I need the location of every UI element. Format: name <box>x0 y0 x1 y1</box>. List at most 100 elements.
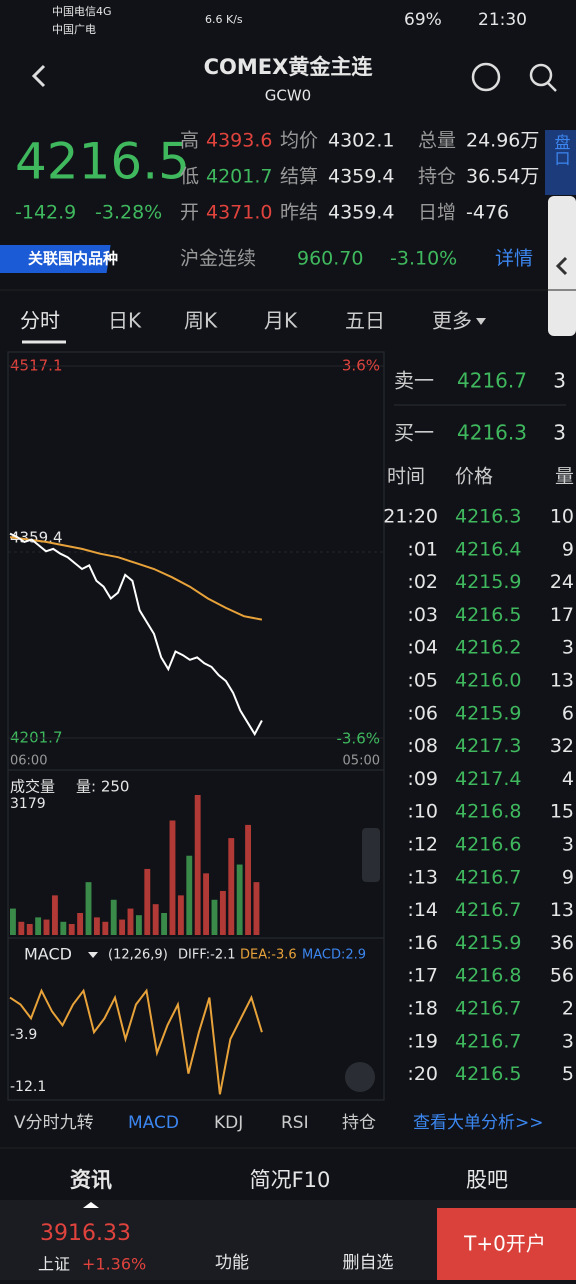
volume-bar <box>177 895 184 935</box>
volume-bar <box>26 923 33 935</box>
tab[interactable]: 更多 <box>432 309 472 333</box>
trade-qty: 13 <box>550 670 574 692</box>
trade-time: :03 <box>407 604 438 626</box>
remove: 删自选 <box>343 1253 394 1273</box>
tab[interactable]: 分时 <box>20 309 60 333</box>
tab-indicator <box>476 318 486 325</box>
volume-bar <box>102 921 109 935</box>
indicator[interactable]: RSI <box>281 1113 309 1133</box>
trade-price: 4216.8 <box>455 965 521 987</box>
time-end: 05:00 <box>343 754 380 769</box>
stat-value: 4302.1 <box>328 130 394 152</box>
trade-qty: 24 <box>550 571 574 593</box>
volume-bar <box>18 921 25 935</box>
volume-bar <box>236 864 243 935</box>
volume-bar <box>68 923 75 935</box>
volume-bar <box>161 912 168 935</box>
volume-bar <box>203 873 210 935</box>
bottom-tab[interactable]: 股吧 <box>466 1168 508 1192</box>
trade-time: :06 <box>407 702 438 724</box>
trade-qty: 56 <box>550 965 574 987</box>
trade-price: 4215.9 <box>455 932 521 954</box>
trade-price: 4216.8 <box>455 801 521 823</box>
bottom-tab[interactable]: 资讯 <box>70 1168 112 1192</box>
indicator[interactable]: MACD <box>128 1113 179 1133</box>
open: T+0开户 <box>463 1232 546 1256</box>
tab[interactable]: 五日 <box>345 309 385 333</box>
diff: DIFF:-2.1 <box>178 948 236 963</box>
indicator[interactable]: 查看大单分析>> <box>413 1113 544 1133</box>
tab[interactable]: 周K <box>184 309 218 333</box>
ob-label: 卖一 <box>394 369 434 393</box>
clock: 21:30 <box>478 10 527 30</box>
trade-price: 4216.7 <box>455 1030 521 1052</box>
stat-label: 结算 <box>280 166 318 188</box>
trade-qty: 10 <box>550 506 574 528</box>
trade-time: :20 <box>407 1063 438 1085</box>
bottom-tab[interactable]: 简况F10 <box>250 1168 331 1192</box>
trade-time: :04 <box>407 637 438 659</box>
stat-label: 总量 <box>418 130 456 152</box>
stat-value: 24.96万 <box>466 130 539 152</box>
trade-qty: 4 <box>562 768 574 790</box>
trade-qty: 9 <box>562 538 574 560</box>
macd-tick: -3.9 <box>10 1027 37 1043</box>
stat-value: 36.54万 <box>466 166 539 188</box>
trade-qty: 3 <box>562 637 574 659</box>
ob-head: 价格 <box>455 466 493 488</box>
trade-time: :10 <box>407 801 438 823</box>
pct-top: 3.6% <box>342 357 380 375</box>
trade-time: :16 <box>407 932 438 954</box>
trade-time: :02 <box>407 571 438 593</box>
trade-price: 4216.5 <box>455 604 521 626</box>
price: 4216.5 <box>15 133 190 191</box>
volume-bar <box>110 899 117 935</box>
stat-label: 开 <box>180 202 199 224</box>
trade-time: :13 <box>407 866 438 888</box>
trade-qty: 13 <box>550 899 574 921</box>
trade-price: 4216.4 <box>455 538 521 560</box>
avg-line <box>9 536 263 621</box>
stat-label: 日增 <box>418 202 456 224</box>
stat-value: 4359.4 <box>328 202 394 224</box>
indicator[interactable]: 持仓 <box>342 1113 376 1133</box>
trade-qty: 6 <box>562 702 574 724</box>
stat-label: 均价 <box>280 130 318 152</box>
trade-time: :09 <box>407 768 438 790</box>
dea: DEA:-3.6 <box>240 948 297 963</box>
trade-time: :19 <box>407 1030 438 1052</box>
trade-time: :01 <box>407 538 438 560</box>
trade-time: :17 <box>407 965 438 987</box>
battery: 69% <box>404 10 442 30</box>
open-button[interactable] <box>437 1208 576 1280</box>
trade-price: 4217.3 <box>455 735 521 757</box>
volume-bar <box>51 895 58 935</box>
volume-bar <box>93 917 100 935</box>
trade-price: 4215.9 <box>455 702 521 724</box>
link[interactable]: 详情 <box>495 248 533 270</box>
indicator[interactable]: V分时九转 <box>14 1113 94 1133</box>
tab[interactable]: 日K <box>108 309 142 333</box>
trade-price: 4215.9 <box>455 571 521 593</box>
related-name: 沪金连续 <box>180 248 256 270</box>
volume-bar <box>127 908 134 935</box>
ob-price: 4216.7 <box>457 369 527 393</box>
stat-value: -476 <box>466 202 509 224</box>
trade-qty: 2 <box>562 998 574 1020</box>
time-start: 06:00 <box>10 754 47 769</box>
tab[interactable]: 月K <box>264 309 298 333</box>
stat-label: 昨结 <box>280 202 318 224</box>
code: GCW0 <box>265 87 311 105</box>
change: -142.9 <box>15 202 76 224</box>
ob-head: 量 <box>555 466 574 488</box>
carrier: 中国广电 <box>52 23 96 36</box>
volume-bar <box>135 915 142 935</box>
volume-label: 成交量 <box>10 778 55 796</box>
trade-qty: 3 <box>562 1030 574 1052</box>
stat-value: 4201.7 <box>206 166 272 188</box>
indicator[interactable]: KDJ <box>214 1113 243 1133</box>
macd-val: MACD:2.9 <box>302 948 366 963</box>
speed: 6.6 K/s <box>205 13 243 26</box>
trade-price: 4216.6 <box>455 834 521 856</box>
trade-qty: 3 <box>562 834 574 856</box>
